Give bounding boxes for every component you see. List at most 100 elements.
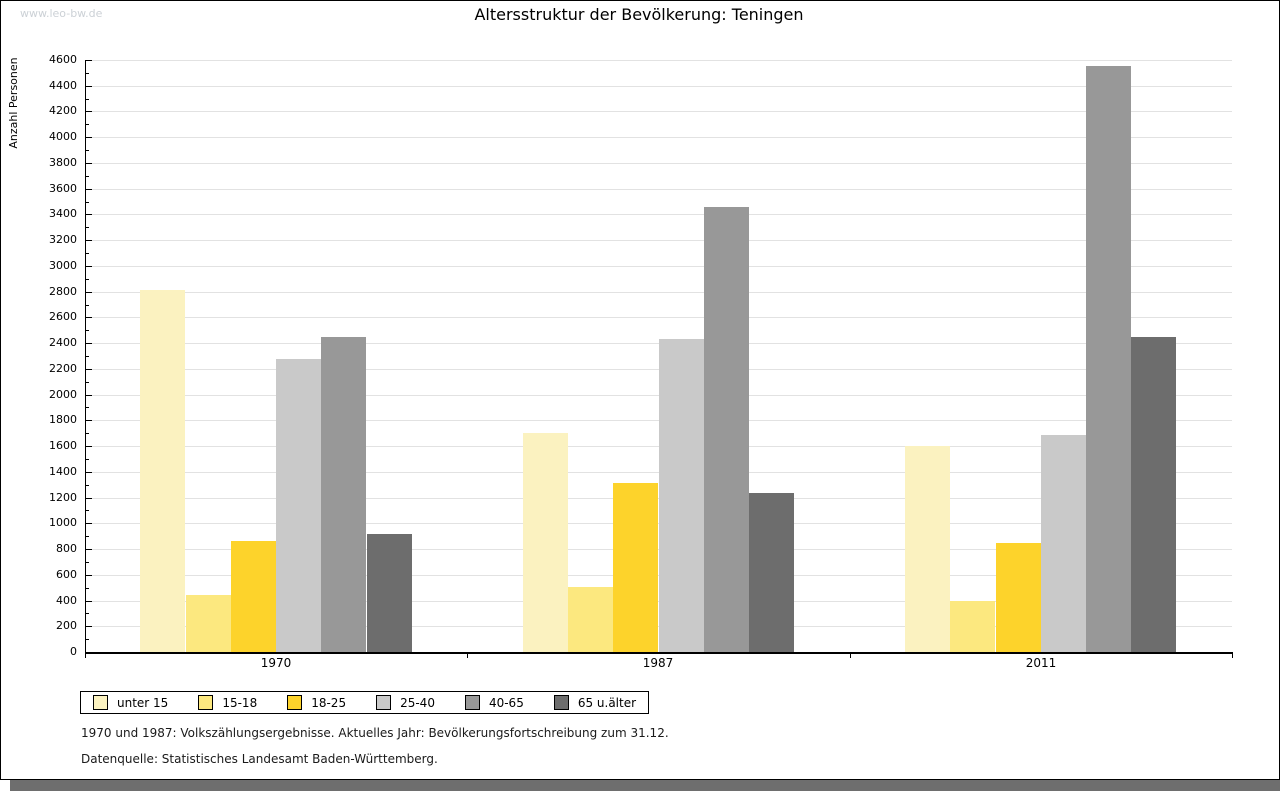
bar-1987-65-u-lter [749,493,794,652]
y-tick-label: 1600 [49,439,77,452]
y-tick-label: 4200 [49,104,77,117]
gridline [86,111,1232,112]
y-tick [86,292,92,293]
gridline [86,86,1232,87]
legend-label: unter 15 [117,695,169,710]
legend-label: 65 u.älter [577,695,637,710]
legend-swatch-18-25 [287,695,303,710]
y-tick [86,472,92,473]
y-tick [86,485,89,486]
y-tick [86,459,89,460]
y-tick [86,601,92,602]
x-category-label-1970: 1970 [260,656,292,670]
gridline [86,137,1232,138]
y-tick-label: 400 [56,594,77,607]
chart-title: Altersstruktur der Bevölkerung: Teningen [474,5,804,24]
y-tick [86,510,89,511]
legend-label: 25-40 [400,695,435,710]
bar-1987-25-40 [659,339,704,652]
gridline [86,189,1232,190]
y-tick-label: 1400 [49,465,77,478]
y-tick-label: 3600 [49,182,77,195]
y-tick-label: 3000 [49,259,77,272]
y-tick [86,253,89,254]
y-axis [85,60,86,652]
x-category-label-2011: 2011 [1025,656,1057,670]
y-tick [86,99,89,100]
y-tick-label: 3200 [49,233,77,246]
y-tick [86,317,92,318]
x-category-label-1987: 1987 [642,656,674,670]
gridline [86,292,1232,293]
bar-1987-unter-15 [523,433,568,652]
y-tick [86,588,89,589]
legend-item-unter-15: unter 15 [93,695,168,710]
bar-2011-25-40 [1041,435,1086,652]
gridline [86,266,1232,267]
y-tick-label: 4600 [49,53,77,66]
y-tick [86,626,92,627]
bar-1970-unter-15 [140,290,185,652]
y-tick-label: 1200 [49,491,77,504]
y-tick [86,639,89,640]
footnote-source-note: 1970 und 1987: Volkszählungsergebnisse. … [81,726,669,740]
y-tick [86,575,92,576]
y-tick [86,202,89,203]
y-tick-label: 0 [70,645,77,658]
y-tick [86,73,89,74]
gridline [86,317,1232,318]
bar-1970-25-40 [276,359,321,652]
y-tick-label: 2800 [49,285,77,298]
legend-swatch-40-65 [464,695,480,710]
y-tick [86,343,92,344]
bar-1970-18-25 [231,541,276,652]
y-tick [86,86,92,87]
y-tick-label: 3400 [49,207,77,220]
legend-item-25-40: 25-40 [376,695,435,710]
y-tick-label: 2000 [49,388,77,401]
legend-label: 40-65 [488,695,524,710]
y-tick [86,124,89,125]
y-tick [86,137,92,138]
bar-2011-65-u-lter [1131,337,1176,652]
y-tick [86,407,89,408]
y-tick-label: 2400 [49,336,77,349]
x-axis [85,652,1233,654]
y-tick-label: 4000 [49,130,77,143]
footnote-data-source: Datenquelle: Statistisches Landesamt Bad… [81,752,438,766]
y-tick [86,163,92,164]
bar-1970-15-18 [186,595,231,652]
legend-item-65-u-lter: 65 u.älter [553,695,637,710]
x-tick [85,654,86,658]
legend-label: 15-18 [222,695,258,710]
y-tick [86,498,92,499]
legend-swatch-15-18 [198,695,214,710]
bar-1970-40-65 [321,337,366,652]
gridline [86,214,1232,215]
gridline [86,240,1232,241]
y-tick [86,266,92,267]
y-tick-label: 800 [56,542,77,555]
bar-1970-65-u-lter [367,534,412,652]
y-tick-label: 600 [56,568,77,581]
legend-swatch-65-u-lter [553,695,569,710]
legend-swatch-unter-15 [93,695,108,710]
legend-label: 18-25 [311,695,347,710]
legend-item-15-18: 15-18 [198,695,257,710]
y-tick [86,613,89,614]
y-tick [86,227,89,228]
frame-shadow [10,780,1280,791]
y-tick [86,562,89,563]
y-tick [86,523,92,524]
legend-swatch-25-40 [376,695,392,710]
y-tick-label: 4400 [49,79,77,92]
y-tick [86,279,89,280]
y-tick-label: 1800 [49,413,77,426]
y-tick-label: 200 [56,619,77,632]
bar-2011-unter-15 [905,446,950,652]
y-tick [86,176,89,177]
y-tick [86,150,89,151]
legend-item-18-25: 18-25 [287,695,346,710]
